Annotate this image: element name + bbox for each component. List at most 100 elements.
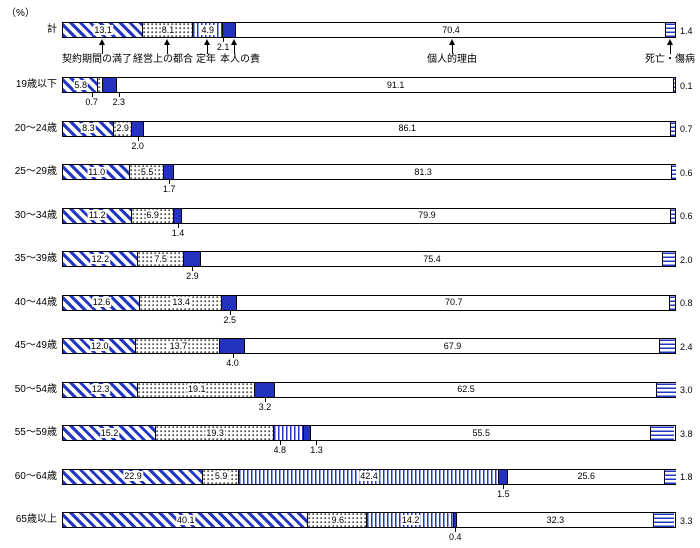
- value-label: 5.5: [139, 166, 155, 177]
- leader-line: [169, 180, 171, 184]
- value-label: 9.6: [330, 514, 346, 525]
- value-label: 25.6: [576, 471, 597, 481]
- category-label: 30〜34歳: [14, 209, 57, 221]
- annotation-arrow-head: [99, 39, 105, 45]
- value-label: 42.4: [359, 471, 379, 481]
- value-label: 32.3: [545, 514, 566, 525]
- value-label: 0.7: [85, 97, 98, 107]
- bar-row: [62, 338, 676, 354]
- value-label: 1.5: [497, 488, 510, 499]
- leader-line: [316, 441, 318, 445]
- leader-line: [118, 93, 120, 97]
- annotation-arrow-line: [452, 45, 453, 54]
- leader-line: [232, 354, 234, 358]
- value-label: 7.5: [153, 253, 168, 264]
- value-label: 70.7: [443, 297, 464, 307]
- annotation-arrow-line: [670, 45, 671, 54]
- annotation-arrow-head: [231, 39, 237, 45]
- bar-segment-death-injury-sickness: [670, 295, 675, 310]
- bar-row: [62, 22, 676, 38]
- value-label: 75.4: [422, 253, 442, 264]
- bar-segment-death-injury-sickness: [674, 78, 675, 92]
- value-label: 2.5: [223, 314, 237, 325]
- bar-segment-personal-responsibility: [498, 469, 508, 484]
- category-label: 50〜54歳: [14, 383, 57, 395]
- bar-segment-death-injury-sickness: [651, 426, 675, 440]
- leader-line: [137, 136, 139, 141]
- bar-row: [62, 120, 676, 137]
- value-label: 4.9: [200, 24, 215, 35]
- annotation-arrow-head: [449, 39, 455, 45]
- value-label: 0.1: [680, 80, 693, 91]
- annotation-arrow-line: [234, 45, 235, 54]
- value-label: 62.5: [456, 384, 476, 394]
- value-label: 12.2: [90, 253, 111, 264]
- value-label: 2.9: [115, 123, 130, 133]
- bar-row: [62, 381, 676, 398]
- bar-segment-personal-responsibility: [222, 295, 238, 310]
- value-label: 19.1: [186, 384, 207, 394]
- value-label: 86.1: [397, 123, 418, 133]
- value-label: 4.8: [273, 445, 287, 455]
- value-label: 12.6: [91, 297, 112, 307]
- bar-segment-personal-responsibility: [220, 339, 245, 353]
- leader-line: [503, 484, 505, 489]
- annotation-arrow-line: [167, 45, 168, 54]
- value-label: 8.3: [81, 123, 96, 133]
- bar-segment-personal-responsibility: [173, 208, 183, 223]
- percent-unit-label: （%）: [6, 8, 35, 19]
- value-label: 22.9: [123, 471, 143, 481]
- bar-segment-death-injury-sickness: [660, 339, 675, 353]
- series-label: 契約期間の満了: [62, 54, 132, 65]
- value-label: 14.2: [400, 514, 421, 525]
- category-label: 55〜59歳: [14, 427, 57, 438]
- value-label: 2.0: [680, 254, 693, 265]
- category-label: 35〜39歳: [14, 253, 57, 264]
- bar-segment-personal-responsibility: [102, 78, 117, 92]
- category-label: 40〜44歳: [14, 296, 57, 308]
- value-label: 0.6: [680, 167, 693, 178]
- value-label: 1.8: [680, 472, 693, 482]
- value-label: 15.2: [99, 427, 120, 438]
- value-label: 5.9: [213, 471, 229, 481]
- leader-line: [264, 397, 266, 402]
- annotation-arrow-head: [204, 39, 210, 45]
- value-label: 70.4: [441, 24, 461, 35]
- value-label: 2.1: [216, 42, 230, 52]
- value-label: 2.9: [186, 271, 199, 281]
- series-label: 経営上の都合: [133, 54, 193, 65]
- value-label: 2.3: [112, 97, 126, 107]
- value-label: 1.7: [162, 184, 176, 194]
- value-label: 12.0: [89, 340, 110, 351]
- value-label: 67.9: [442, 340, 463, 351]
- leader-line: [223, 38, 225, 42]
- category-label: 45〜49歳: [14, 340, 57, 351]
- value-label: 1.4: [680, 25, 693, 36]
- leader-line: [455, 528, 457, 532]
- bar-segment-death-injury-sickness: [671, 208, 675, 223]
- value-label: 2.0: [131, 140, 144, 151]
- category-label: 25〜29歳: [14, 166, 57, 177]
- value-label: 81.3: [413, 166, 433, 177]
- bar-segment-death-injury-sickness: [654, 513, 675, 527]
- annotation-arrow-head: [667, 39, 673, 45]
- bar-row: [62, 77, 676, 93]
- category-label: 19歳以下: [15, 79, 57, 90]
- value-label: 0.8: [680, 298, 693, 308]
- category-label: 65歳以上: [15, 514, 57, 525]
- series-label: 死亡・傷病: [645, 54, 695, 65]
- value-label: 0.7: [680, 124, 693, 134]
- bar-segment-death-injury-sickness: [671, 165, 676, 179]
- value-label: 12.3: [90, 384, 111, 394]
- series-label: 個人的理由: [427, 54, 477, 65]
- leader-line: [178, 223, 180, 228]
- bar-segment-death-injury-sickness: [664, 469, 676, 484]
- bar-segment-personal-responsibility: [131, 121, 144, 136]
- bar-segment-personal-responsibility: [183, 252, 202, 266]
- bar-segment-management-convenience: [98, 78, 103, 92]
- value-label: 2.4: [680, 341, 693, 352]
- bar-row: [62, 425, 676, 441]
- value-label: 0.4: [449, 532, 462, 542]
- bar-segment-death-injury-sickness: [662, 252, 675, 266]
